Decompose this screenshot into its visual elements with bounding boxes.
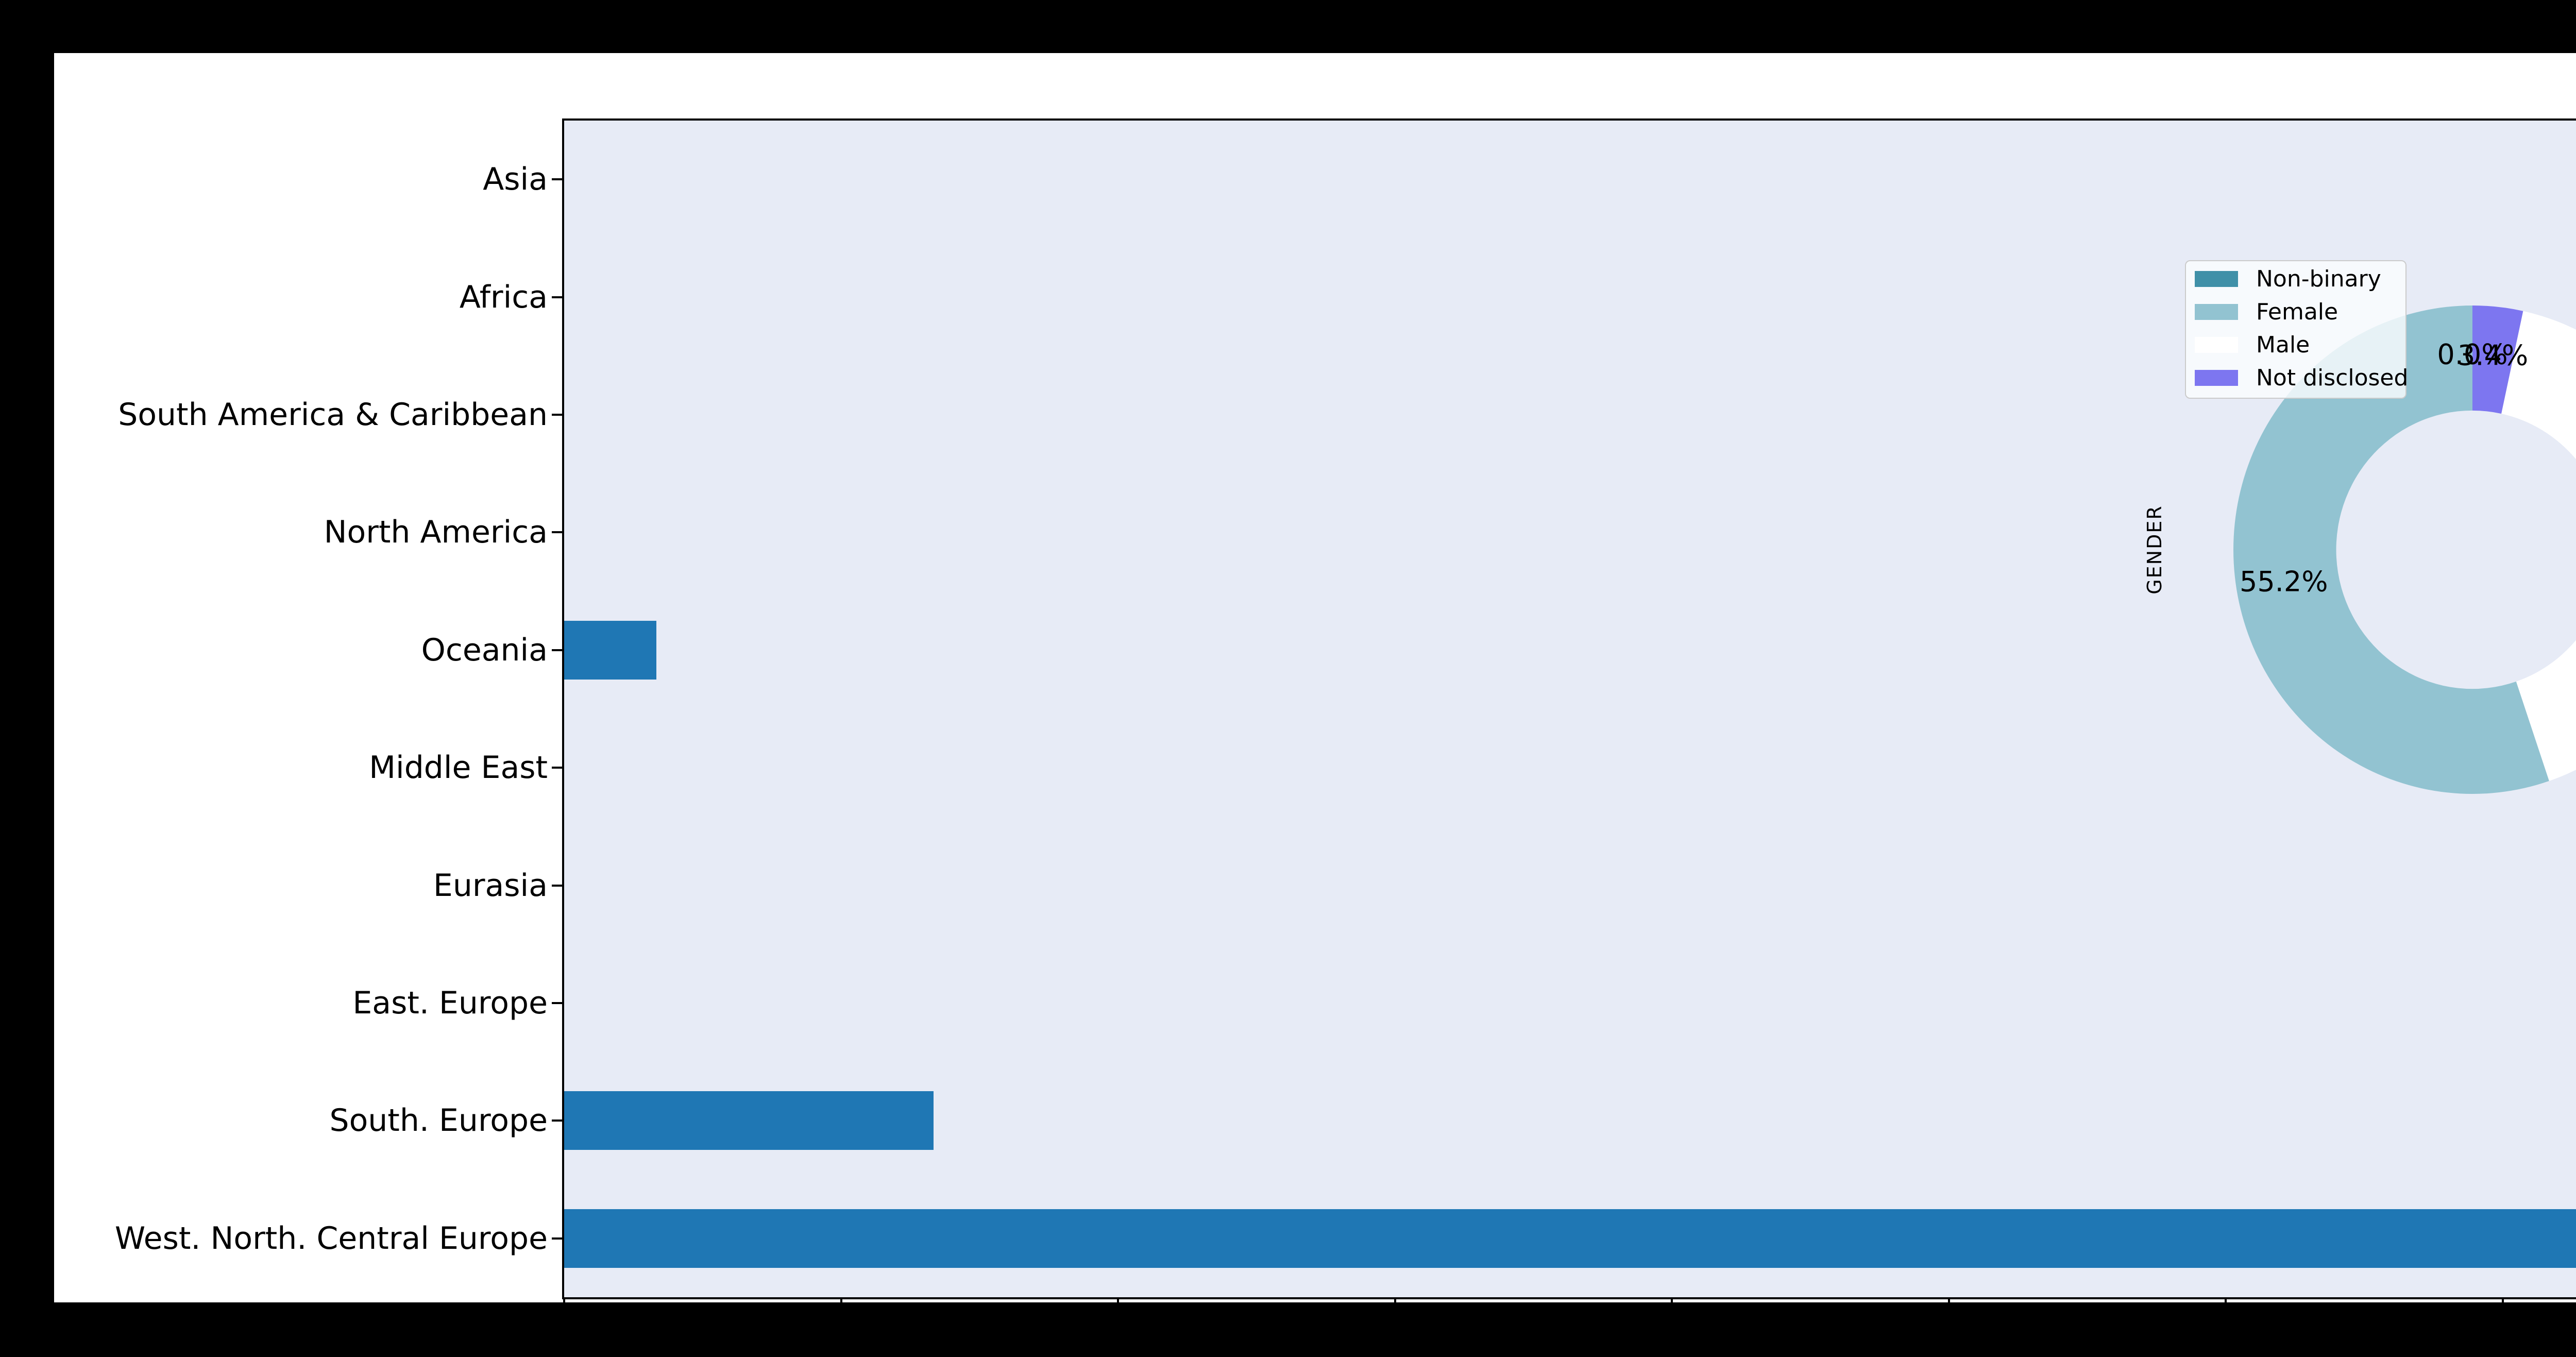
legend-row: Male [2195, 328, 2405, 361]
pie-slice-male [2501, 311, 2576, 781]
bar-west-north-central-europe [564, 1209, 2576, 1268]
y-tick-mark [552, 1237, 562, 1240]
x-tick-label: 9 [1385, 1314, 1405, 1350]
x-tick-mark [1947, 1299, 1950, 1309]
y-tick-mark [552, 1119, 562, 1122]
y-category-label: South. Europe [329, 1102, 548, 1139]
y-category-label: Oceania [421, 632, 548, 668]
y-tick-mark [552, 767, 562, 769]
y-category-label: Asia [483, 161, 548, 198]
y-tick-mark [552, 414, 562, 416]
legend-row: Non-binary [2195, 262, 2405, 295]
bar-oceania [564, 620, 656, 680]
legend: Non-binary Female Male Not disclosed [2185, 260, 2409, 399]
y-tick-mark [552, 884, 562, 887]
y-category-label: South America & Caribbean [118, 397, 548, 433]
x-tick-mark [2225, 1299, 2227, 1309]
legend-label: Female [2256, 298, 2338, 325]
y-tick-mark [552, 296, 562, 298]
y-category-label: North America [324, 514, 548, 551]
x-tick-mark [1117, 1299, 1119, 1309]
bar-south-europe [564, 1091, 934, 1150]
y-category-label: East. Europe [352, 985, 548, 1021]
x-tick-mark [1671, 1299, 1673, 1309]
pie-percent-label: 3.4% [2457, 339, 2529, 372]
x-tick-mark [840, 1299, 842, 1309]
legend-swatch-icon [2195, 369, 2238, 386]
legend-row: Female [2195, 295, 2405, 328]
y-category-label: West. North. Central Europe [114, 1220, 548, 1257]
x-tick-label: 3 [831, 1314, 851, 1350]
y-tick-mark [552, 178, 562, 181]
y-tick-mark [552, 1002, 562, 1004]
pie-slice-not-disclosed [2472, 306, 2523, 414]
donut-chart [2233, 306, 2576, 794]
x-tick-mark [563, 1299, 565, 1309]
legend-swatch-icon [2195, 336, 2238, 353]
legend-swatch-icon [2195, 270, 2238, 287]
x-tick-label: 18 [2206, 1314, 2246, 1350]
pie-percent-label: 0.0% [2437, 338, 2508, 371]
donut-ylabel: GENDER [2143, 505, 2166, 595]
legend-label: Male [2256, 331, 2310, 358]
pie-percent-label: 55.2% [2239, 565, 2328, 598]
y-tick-mark [552, 531, 562, 534]
x-tick-label: 0 [554, 1314, 574, 1350]
x-tick-label: 6 [1108, 1314, 1128, 1350]
x-tick-label: 12 [1652, 1314, 1692, 1350]
y-tick-mark [552, 649, 562, 651]
y-category-label: Africa [459, 279, 548, 315]
legend-label: Non-binary [2256, 265, 2381, 292]
legend-swatch-icon [2195, 303, 2238, 320]
x-tick-mark [1394, 1299, 1396, 1309]
x-tick-label: 21 [2483, 1314, 2522, 1350]
x-tick-mark [2501, 1299, 2504, 1309]
y-category-label: Eurasia [433, 867, 548, 904]
legend-row: Not disclosed [2195, 361, 2409, 394]
y-category-label: Middle East [369, 750, 548, 786]
pie-slice-female [2233, 306, 2549, 794]
x-tick-label: 15 [1929, 1314, 1969, 1350]
figure-background: Asia Africa South America & Caribbean North… [54, 53, 2576, 1350]
legend-label: Not disclosed [2256, 364, 2409, 391]
